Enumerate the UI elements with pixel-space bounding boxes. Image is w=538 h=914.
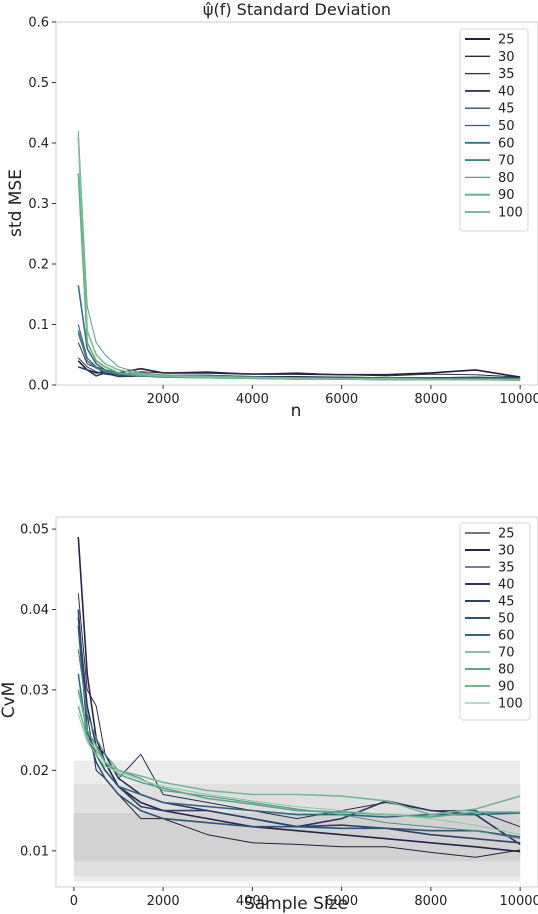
legend-label-90: 90	[498, 680, 515, 695]
series-line-45	[77, 324, 521, 379]
x-tick-label: 8000	[414, 894, 447, 909]
plot-1-title: ψ̂(f) Standard Deviation	[203, 0, 391, 19]
series-line-100	[77, 136, 521, 381]
legend-label-70: 70	[498, 646, 515, 661]
legend-label-50: 50	[498, 119, 515, 134]
plot-2-frame	[55, 516, 538, 888]
y-tick-label: 0.6	[28, 16, 49, 31]
legend-label-70: 70	[498, 154, 515, 169]
y-tick-label: 0.02	[20, 764, 49, 779]
legend-label-60: 60	[498, 629, 515, 644]
series-line-60	[77, 285, 521, 381]
x-tick-label: 0	[70, 894, 78, 909]
x-tick-label: 8000	[414, 392, 447, 407]
plot-1-series	[77, 130, 521, 381]
y-tick-label: 0.4	[28, 137, 49, 152]
y-tick-label: 0.01	[20, 844, 49, 859]
plot-2-xlabel: Sample Size	[244, 894, 348, 914]
y-tick-label: 0.2	[28, 258, 49, 273]
series-line-100	[77, 713, 521, 836]
legend-label-25: 25	[498, 33, 515, 48]
legend-label-45: 45	[498, 595, 515, 610]
x-tick-label: 6000	[325, 392, 358, 407]
y-tick-label: 0.03	[20, 683, 49, 698]
legend-box	[459, 28, 529, 232]
plot-2-ylabel: CvM	[0, 682, 19, 719]
plot-2: 0 2000 4000 6000 8000 10000 0.01 0.02 0.03 0.04 0.…	[0, 516, 538, 914]
x-tick-label: 2000	[147, 392, 180, 407]
y-tick-label: 0.3	[28, 197, 49, 212]
legend-label-100: 100	[498, 697, 523, 712]
series-line-90	[77, 173, 521, 381]
legend-label-45: 45	[498, 102, 515, 117]
legend-label-60: 60	[498, 136, 515, 151]
x-tick-label: 10000	[499, 894, 538, 909]
series-line-50	[77, 625, 521, 838]
legend-label-35: 35	[498, 67, 515, 82]
legend-label-30: 30	[498, 544, 515, 559]
series-line-30	[77, 537, 521, 853]
legend-label-40: 40	[498, 84, 515, 99]
legend-label-50: 50	[498, 612, 515, 627]
legend-box	[459, 522, 531, 721]
plot-1-xlabel: n	[291, 401, 302, 421]
legend-label-80: 80	[498, 171, 515, 186]
y-tick-label: 0.1	[28, 318, 49, 333]
legend-label-35: 35	[498, 561, 515, 576]
plot-2-legend: 25 30 35 40 45 50 60 70 80 90 100	[459, 522, 531, 721]
series-line-25	[77, 649, 521, 858]
legend-label-90: 90	[498, 188, 515, 203]
legend-label-25: 25	[498, 527, 515, 542]
plot-1-ticks: 2000 4000 6000 8000 10000 0.0 0.1 0.2 0.3 0.4 0.5 0…	[28, 16, 538, 408]
plot-2-series	[77, 537, 521, 858]
legend-label-40: 40	[498, 578, 515, 593]
series-line-70	[77, 649, 521, 840]
y-tick-label: 0.0	[28, 379, 49, 394]
x-tick-label: 10000	[499, 392, 538, 407]
plot-1-legend: 25 30 35 40 45 50 60 70 80 90 100	[459, 28, 529, 232]
series-line-80	[77, 130, 521, 380]
x-tick-label: 2000	[147, 894, 180, 909]
legend-label-80: 80	[498, 663, 515, 678]
x-tick-label: 4000	[236, 894, 269, 909]
plot-1: ψ̂(f) Standard Deviation 2000 4000 6000 800…	[6, 0, 538, 421]
y-tick-label: 0.04	[20, 603, 49, 618]
x-tick-label: 6000	[325, 894, 358, 909]
legend-label-30: 30	[498, 50, 515, 65]
series-line-80	[77, 689, 521, 818]
y-tick-label: 0.5	[28, 76, 49, 91]
legend-label-100: 100	[498, 206, 523, 221]
plot-2-ticks: 0 2000 4000 6000 8000 10000 0.01 0.02 0.03 0.04 0.…	[20, 523, 538, 909]
x-tick-label: 4000	[236, 392, 269, 407]
y-tick-label: 0.05	[20, 523, 49, 538]
plot-1-ylabel: std MSE	[6, 169, 26, 237]
series-line-90	[77, 705, 521, 816]
